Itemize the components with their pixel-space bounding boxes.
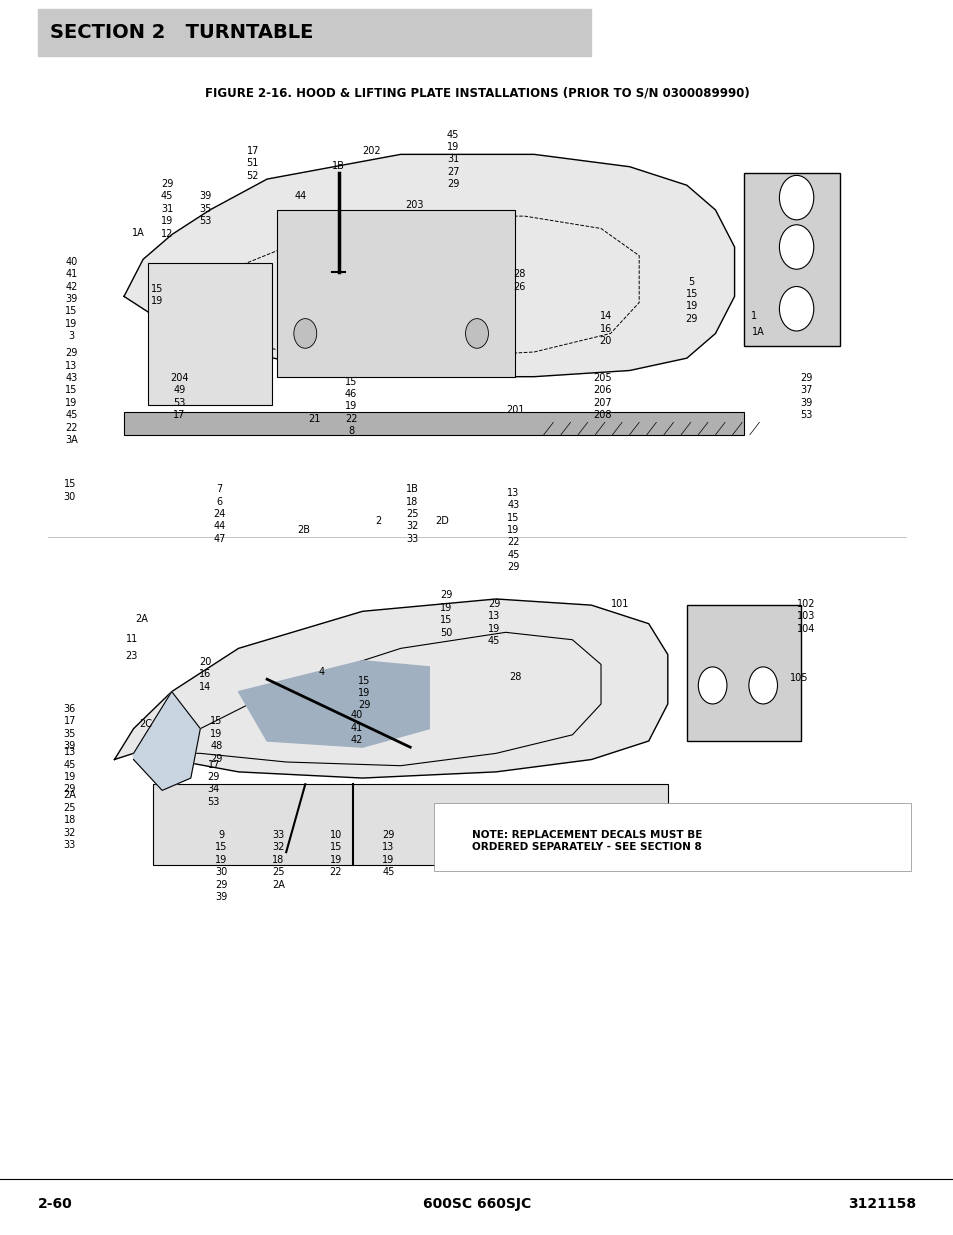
Text: 9
15
19
30
29
39: 9 15 19 30 29 39 bbox=[215, 830, 227, 902]
Text: 36
17
35
39: 36 17 35 39 bbox=[64, 704, 75, 751]
Text: 102
103
104: 102 103 104 bbox=[796, 599, 815, 634]
Text: 21: 21 bbox=[309, 414, 320, 424]
Text: 101: 101 bbox=[610, 599, 629, 609]
Text: 17
29
34
53: 17 29 34 53 bbox=[208, 760, 219, 806]
Text: 40
41
42
39
15
19
3: 40 41 42 39 15 19 3 bbox=[66, 257, 77, 341]
Text: 1A: 1A bbox=[132, 228, 145, 238]
Text: 3A: 3A bbox=[65, 435, 78, 445]
Text: 28: 28 bbox=[509, 672, 520, 682]
Text: 45
19
31
27
29: 45 19 31 27 29 bbox=[446, 130, 459, 189]
Text: 2A
25
18
32
33: 2A 25 18 32 33 bbox=[63, 790, 76, 850]
Polygon shape bbox=[124, 154, 734, 377]
Text: 29
45
31
19
12: 29 45 31 19 12 bbox=[161, 179, 172, 238]
Text: 4: 4 bbox=[318, 667, 324, 677]
Text: 29
37
39
53: 29 37 39 53 bbox=[800, 373, 811, 420]
Bar bbox=[124, 412, 743, 435]
Text: 600SC 660SJC: 600SC 660SJC bbox=[422, 1197, 531, 1212]
Text: 29
19
15
50: 29 19 15 50 bbox=[440, 590, 452, 637]
Text: 29
13
19
45: 29 13 19 45 bbox=[382, 830, 394, 877]
Text: 1A: 1A bbox=[751, 327, 764, 337]
Text: 13
43
15
19
22
45
29: 13 43 15 19 22 45 29 bbox=[506, 488, 519, 572]
Text: 2C: 2C bbox=[139, 719, 152, 729]
Text: 15
46
19
22
8: 15 46 19 22 8 bbox=[344, 377, 357, 436]
Text: 29
13
43
15
19
45
22: 29 13 43 15 19 45 22 bbox=[65, 348, 78, 432]
Circle shape bbox=[294, 319, 316, 348]
Text: 7
6
24
44
47: 7 6 24 44 47 bbox=[213, 484, 225, 543]
Text: 1B: 1B bbox=[332, 161, 345, 170]
Text: 105: 105 bbox=[789, 673, 808, 683]
Text: 5
15
19
29: 5 15 19 29 bbox=[685, 277, 697, 324]
Text: 39
35
53: 39 35 53 bbox=[199, 191, 211, 226]
Text: 28
26: 28 26 bbox=[514, 269, 525, 291]
Text: 23: 23 bbox=[126, 651, 137, 661]
Text: 2-60: 2-60 bbox=[38, 1197, 72, 1212]
Text: 3121158: 3121158 bbox=[847, 1197, 915, 1212]
Bar bbox=[148, 263, 272, 405]
Polygon shape bbox=[238, 661, 429, 747]
Bar bbox=[152, 784, 667, 864]
Bar bbox=[276, 210, 515, 377]
Text: 2A: 2A bbox=[134, 614, 148, 624]
Text: 205
206
207
208: 205 206 207 208 bbox=[593, 373, 612, 420]
Text: 11: 11 bbox=[126, 634, 137, 643]
Circle shape bbox=[748, 667, 777, 704]
Circle shape bbox=[465, 319, 488, 348]
Bar bbox=[686, 605, 801, 741]
Text: 17
51
52: 17 51 52 bbox=[246, 146, 259, 180]
Text: 13
45
19
29: 13 45 19 29 bbox=[64, 747, 75, 794]
Circle shape bbox=[698, 667, 726, 704]
Text: 44: 44 bbox=[294, 191, 306, 201]
Text: 33
32
18
25
2A: 33 32 18 25 2A bbox=[272, 830, 285, 889]
Text: 2B: 2B bbox=[296, 525, 310, 535]
Text: 1B
18
25
32
33: 1B 18 25 32 33 bbox=[405, 484, 418, 543]
Text: 15
19
48
29: 15 19 48 29 bbox=[211, 716, 222, 763]
Text: 14
16
20: 14 16 20 bbox=[599, 311, 611, 346]
Text: SECTION 2   TURNTABLE: SECTION 2 TURNTABLE bbox=[50, 22, 313, 42]
Text: 204
49
53
17: 204 49 53 17 bbox=[170, 373, 189, 420]
Text: 40
41
42: 40 41 42 bbox=[351, 710, 362, 745]
Bar bbox=[434, 803, 910, 871]
Circle shape bbox=[779, 175, 813, 220]
Text: 202: 202 bbox=[362, 146, 381, 156]
Text: 2: 2 bbox=[375, 516, 381, 526]
Text: 2D: 2D bbox=[436, 516, 449, 526]
Polygon shape bbox=[114, 599, 667, 778]
Text: 15
30: 15 30 bbox=[64, 479, 75, 501]
Circle shape bbox=[779, 287, 813, 331]
Text: 1: 1 bbox=[750, 311, 756, 321]
Bar bbox=[743, 173, 839, 346]
Text: 29
13
19
45: 29 13 19 45 bbox=[488, 599, 499, 646]
Text: NOTE: REPLACEMENT DECALS MUST BE
ORDERED SEPARATELY - SEE SECTION 8: NOTE: REPLACEMENT DECALS MUST BE ORDERED… bbox=[471, 830, 701, 852]
Text: 15
19
29: 15 19 29 bbox=[358, 676, 370, 710]
FancyBboxPatch shape bbox=[38, 9, 591, 56]
Polygon shape bbox=[133, 692, 200, 790]
Text: FIGURE 2-16. HOOD & LIFTING PLATE INSTALLATIONS (PRIOR TO S/N 0300089990): FIGURE 2-16. HOOD & LIFTING PLATE INSTAL… bbox=[204, 86, 749, 99]
Text: 20
16
14: 20 16 14 bbox=[199, 657, 211, 692]
Circle shape bbox=[779, 225, 813, 269]
Text: 203: 203 bbox=[405, 200, 424, 210]
Text: 15
19: 15 19 bbox=[152, 284, 163, 306]
Text: 10
15
19
22: 10 15 19 22 bbox=[329, 830, 342, 877]
Text: 201: 201 bbox=[505, 405, 524, 415]
